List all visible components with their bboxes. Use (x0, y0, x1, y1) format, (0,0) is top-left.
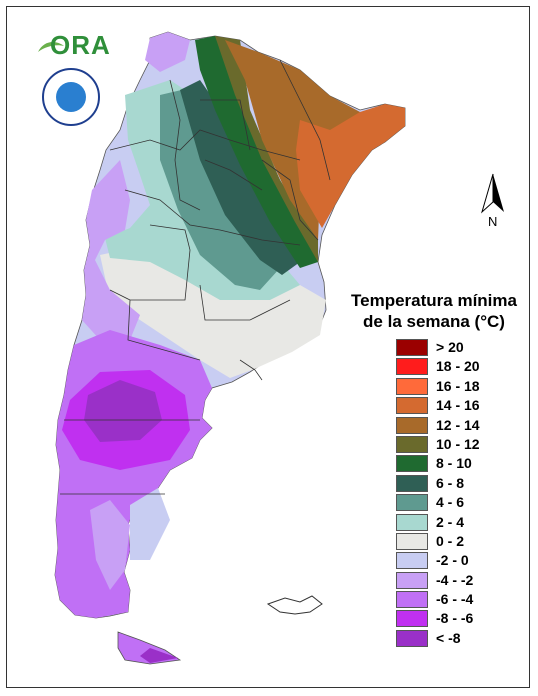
legend-swatch (396, 455, 428, 473)
zone-nw-cold (145, 32, 190, 72)
ora-leaf-icon (38, 42, 64, 52)
legend-label: < -8 (436, 629, 461, 646)
legend-label: 10 - 12 (436, 435, 480, 452)
zone-south-blue (130, 488, 170, 560)
legend-swatch (396, 610, 428, 628)
zone-8-10 (195, 36, 318, 268)
legend-swatch (396, 571, 428, 589)
legend-swatch (396, 358, 428, 376)
legend-swatch (396, 532, 428, 550)
legend-swatch (396, 377, 428, 395)
legend-label: -6 - -4 (436, 591, 474, 608)
zone-patagonia-lt-8 (84, 380, 162, 442)
legend-label: 12 - 14 (436, 416, 480, 433)
legend-label: -4 - -2 (436, 571, 474, 588)
zone-14-16 (296, 104, 405, 228)
legend-label: > 20 (436, 339, 464, 355)
smn-seal (42, 68, 100, 126)
province-boundaries (60, 59, 331, 495)
legend-title: Temperatura mínima de la semana (°C) (340, 290, 528, 332)
zone-0-2 (100, 240, 326, 378)
zone-12-14 (225, 40, 360, 240)
north-arrow: N (478, 172, 508, 232)
tierra-del-fuego-cold (140, 648, 178, 663)
legend-label: -2 - 0 (436, 552, 469, 569)
legend-label: 4 - 6 (436, 494, 465, 511)
ora-logo-text: ORA (50, 30, 111, 60)
malvinas-islands (266, 595, 323, 615)
legend-swatch (396, 513, 428, 531)
legend-swatch (396, 494, 428, 512)
legend-label: 18 - 20 (436, 358, 480, 375)
legend-label: -8 - -6 (436, 610, 474, 627)
ora-logo: ORA (36, 30, 110, 60)
legend-label: 8 - 10 (436, 455, 472, 472)
legend-swatch (396, 591, 428, 609)
seal-emblem-icon (56, 82, 86, 112)
zone-south-light (90, 500, 130, 590)
legend-swatch (396, 397, 428, 415)
north-arrow-icon (481, 173, 504, 214)
zone-west-lilac (82, 160, 140, 340)
legend-title-line2: de la semana (°C) (363, 312, 505, 331)
legend-swatch (396, 416, 428, 434)
zone-6-8 (180, 80, 300, 275)
north-label: N (488, 214, 498, 229)
legend-label: 14 - 16 (436, 397, 480, 414)
legend-label: 2 - 4 (436, 513, 465, 530)
legend-swatch (396, 339, 428, 356)
legend-label: 0 - 2 (436, 532, 465, 549)
legend-swatch (396, 552, 428, 570)
legend-label: 16 - 18 (436, 377, 480, 394)
legend-title-line1: Temperatura mínima (351, 291, 517, 310)
legend-swatch (396, 435, 428, 453)
legend-swatch (396, 474, 428, 492)
legend-swatch (396, 629, 428, 647)
legend-label: 6 - 8 (436, 474, 465, 491)
